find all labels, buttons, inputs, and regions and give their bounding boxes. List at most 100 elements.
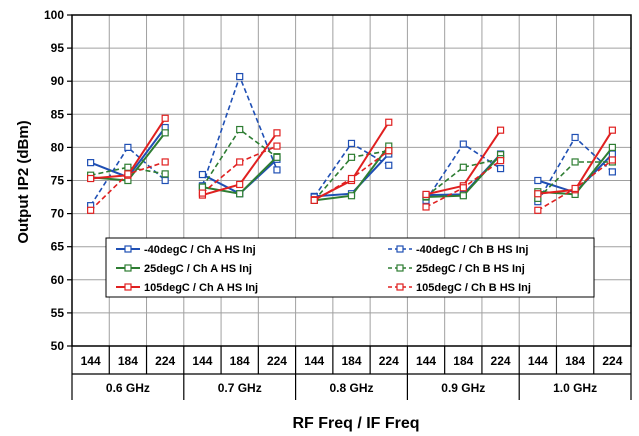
data-point [198, 189, 207, 197]
data-point [273, 142, 281, 150]
data-point [161, 176, 169, 185]
legend-marker [124, 245, 132, 253]
data-point [124, 163, 132, 171]
legend-label: 25degC / Ch B HS Inj [416, 263, 525, 275]
x-tick-label: 224 [267, 354, 287, 368]
legend-label: -40degC / Ch A HS Inj [144, 244, 256, 256]
data-point [273, 166, 281, 174]
data-point [87, 159, 95, 167]
data-point [236, 158, 244, 166]
data-point [124, 170, 132, 178]
data-point [608, 156, 616, 164]
data-point [273, 153, 281, 161]
legend-box [105, 237, 595, 298]
y-tick-label: 70 [51, 207, 65, 221]
data-point [534, 206, 542, 214]
data-point [608, 143, 616, 151]
legend-label: -40degC / Ch B HS Inj [416, 244, 528, 256]
x-group-label: 0.8 GHz [329, 381, 373, 395]
data-point [236, 190, 244, 198]
data-point [385, 147, 393, 155]
x-tick-label: 144 [416, 354, 436, 368]
x-axis-label: RF Freq / IF Freq [292, 415, 419, 432]
legend-marker [396, 283, 404, 291]
x-group-label: 0.9 GHz [441, 381, 485, 395]
series-line [90, 166, 166, 176]
legend-label: 25degC / Ch A HS Inj [144, 263, 252, 275]
data-point [385, 118, 393, 126]
data-point [459, 184, 467, 192]
x-tick-label: 184 [118, 354, 138, 368]
series-5 [87, 142, 616, 214]
data-point [534, 190, 542, 198]
data-point [347, 139, 356, 148]
data-point [347, 174, 356, 183]
x-tick-label: 144 [192, 354, 212, 368]
data-point [422, 190, 430, 199]
data-point [347, 192, 356, 200]
x-tick-label: 184 [341, 354, 361, 368]
legend-label: 105degC / Ch A HS Inj [144, 282, 258, 294]
data-point [496, 157, 505, 165]
data-point [496, 164, 505, 173]
data-point [161, 114, 169, 122]
data-point [608, 126, 616, 134]
data-point [608, 168, 616, 176]
data-point [385, 161, 393, 169]
y-tick-label: 80 [51, 140, 65, 154]
x-tick-label: 144 [528, 354, 548, 368]
x-tick-label: 184 [230, 354, 250, 368]
x-tick-label: 224 [379, 354, 399, 368]
data-point [198, 170, 207, 179]
data-point [273, 129, 281, 137]
x-tick-label: 224 [491, 354, 511, 368]
y-tick-label: 75 [51, 174, 65, 188]
data-point [571, 133, 579, 142]
y-tick-label: 90 [51, 74, 65, 88]
legend-marker [124, 283, 132, 291]
legend-label: 105degC / Ch B HS Inj [416, 282, 531, 294]
x-tick-label: 144 [304, 354, 324, 368]
y-tick-label: 50 [51, 339, 65, 353]
data-point [161, 158, 169, 166]
series-line [425, 157, 501, 198]
legend-marker [396, 264, 404, 272]
y-tick-label: 55 [51, 306, 65, 320]
data-point [87, 206, 95, 214]
data-point [422, 203, 430, 211]
legend-marker [124, 264, 132, 272]
data-point [608, 150, 616, 158]
data-point [124, 143, 132, 151]
x-group-label: 0.6 GHz [106, 381, 150, 395]
x-tick-label: 184 [453, 354, 473, 368]
y-axis-label: Output IP2 (dBm) [15, 120, 32, 243]
y-tick-label: 85 [51, 107, 65, 121]
y-tick-label: 95 [51, 41, 65, 55]
y-tick-label: 100 [44, 8, 64, 22]
x-tick-label: 184 [565, 354, 585, 368]
data-point [236, 125, 244, 134]
data-point [496, 126, 505, 134]
series-lines [87, 72, 616, 214]
data-point [347, 153, 356, 161]
x-tick-label: 224 [155, 354, 175, 368]
x-tick-label: 224 [602, 354, 622, 368]
data-point [161, 170, 169, 178]
data-point [198, 183, 207, 191]
data-point [459, 140, 467, 148]
data-point [161, 129, 169, 137]
axes [67, 14, 632, 347]
data-point [87, 174, 95, 183]
data-point [459, 192, 467, 200]
data-point [236, 72, 244, 81]
y-tick-label: 60 [51, 273, 65, 287]
data-point [571, 184, 579, 193]
y-tick-label: 65 [51, 240, 65, 254]
data-point [310, 196, 318, 204]
x-tick-label: 144 [81, 354, 101, 368]
legend-marker [396, 245, 404, 253]
data-point [534, 176, 542, 185]
data-point [571, 158, 579, 166]
